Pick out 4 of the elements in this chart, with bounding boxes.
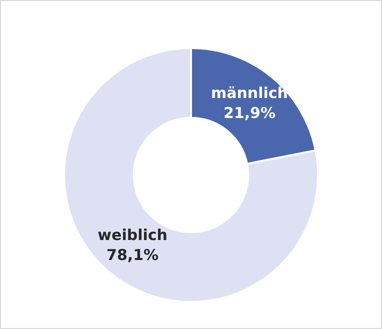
- data-label: 78,1%: [106, 246, 159, 264]
- slice-label: männlich: [210, 84, 288, 102]
- data-label: 21,9%: [223, 104, 276, 122]
- slice-label: weiblich: [98, 226, 168, 244]
